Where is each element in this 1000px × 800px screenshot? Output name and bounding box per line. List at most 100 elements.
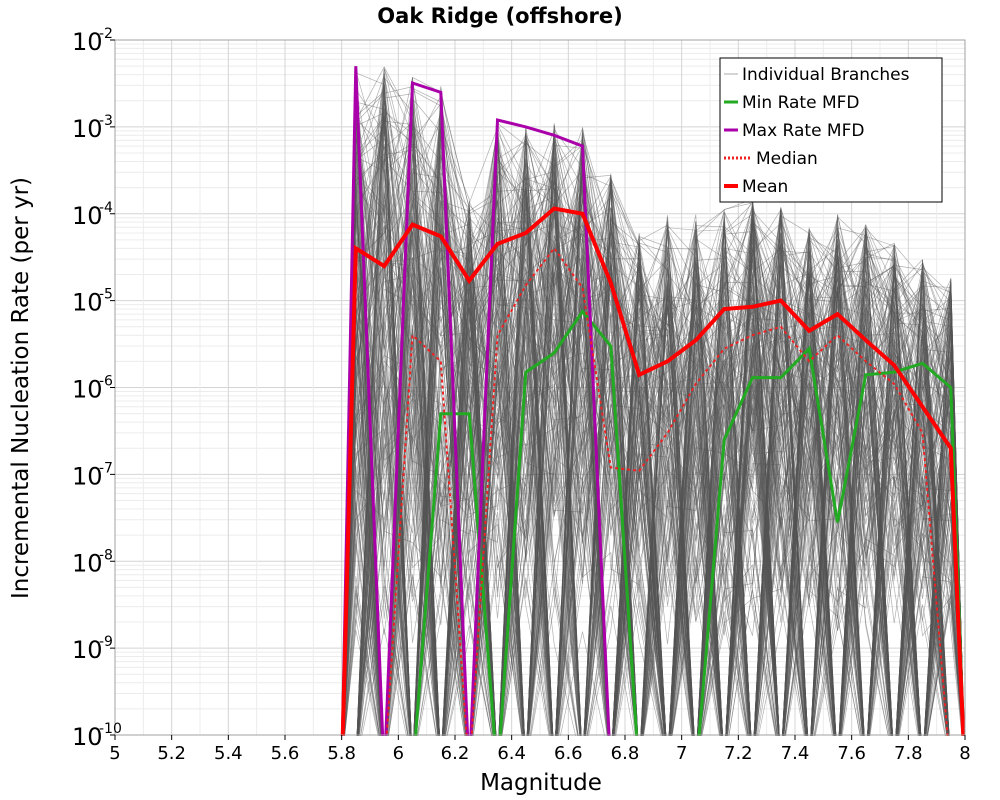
branch-line — [341, 132, 965, 766]
branch-line — [341, 163, 966, 766]
branch-line — [341, 126, 966, 766]
branch-line — [341, 81, 965, 766]
y-tick-exponent: -6 — [99, 374, 113, 390]
branch-line — [341, 241, 966, 766]
branch-line — [341, 109, 965, 766]
x-tick-label: 6.8 — [611, 743, 640, 764]
y-tick-exponent: -8 — [99, 547, 113, 563]
branch-line — [341, 173, 966, 766]
branch-line — [341, 77, 966, 766]
branch-line — [341, 92, 965, 766]
branch-line — [341, 187, 965, 766]
branch-line — [341, 102, 966, 766]
branch-line — [341, 151, 966, 766]
branch-line — [341, 110, 966, 766]
branch-line — [341, 167, 965, 766]
branch-line — [341, 121, 965, 766]
x-tick-label: 7 — [676, 743, 687, 764]
branch-line — [341, 102, 966, 766]
branch-line — [341, 72, 966, 766]
branch-line — [341, 245, 965, 766]
y-tick-label: 10 — [72, 723, 103, 751]
branch-line — [341, 126, 965, 766]
x-axis-ticks: 5 5.2 5.4 5.6 5.8 6 6.2 6.4 6.6 6.8 7 7.2 7.4 7.6 7.8 8 — [109, 735, 971, 764]
branch-line — [341, 103, 965, 766]
branch-line — [341, 81, 965, 766]
branch-line — [341, 87, 966, 766]
series-median — [341, 246, 965, 776]
legend-label: Min Rate MFD — [742, 93, 860, 113]
branch-line — [341, 125, 966, 766]
branch-line — [341, 124, 966, 766]
branch-line — [341, 119, 966, 766]
branch-line — [341, 155, 966, 766]
x-tick-label: 8 — [959, 743, 970, 764]
x-tick-label: 7.4 — [781, 743, 810, 764]
branch-line — [341, 89, 965, 766]
branch-line — [341, 147, 966, 766]
branch-line — [341, 107, 966, 766]
branch-line — [341, 209, 965, 766]
branch-line — [341, 113, 966, 766]
branch-line — [341, 89, 966, 766]
branch-line — [341, 75, 966, 766]
y-tick-exponent: -7 — [99, 460, 113, 476]
branch-line — [341, 116, 966, 766]
branch-line — [341, 94, 966, 766]
branch-line — [341, 121, 966, 766]
branch-line — [341, 207, 966, 766]
branch-line — [341, 138, 966, 766]
legend: Individual Branches Min Rate MFD Max Rate … — [719, 57, 943, 203]
branch-line — [341, 85, 965, 766]
branch-line — [341, 89, 965, 766]
below-axis-mask — [0, 736, 1000, 800]
x-tick-label: 5.8 — [327, 743, 356, 764]
y-tick-label: 10 — [72, 202, 103, 230]
y-axis-ticks: 10-210-310-410-510-610-710-810-910-10 — [72, 26, 122, 751]
branch-line — [341, 93, 966, 766]
branch-line — [341, 101, 966, 766]
branch-line — [341, 122, 966, 766]
x-tick-label: 6 — [393, 743, 404, 764]
x-tick-label: 6.6 — [554, 743, 583, 764]
branch-line — [341, 84, 965, 766]
branch-line — [341, 216, 965, 766]
branch-line — [341, 228, 966, 766]
branch-line — [341, 101, 965, 766]
branch-line — [341, 249, 965, 766]
branch-line — [341, 163, 966, 766]
y-tick-label: 10 — [72, 115, 103, 143]
branch-line — [341, 112, 965, 766]
branch-line — [341, 114, 966, 766]
chart-title: Oak Ridge (offshore) — [377, 4, 622, 28]
branch-line — [341, 212, 965, 766]
x-tick-label: 5.4 — [214, 743, 243, 764]
branch-line — [341, 133, 965, 766]
branch-line — [341, 120, 966, 766]
branch-line — [341, 86, 965, 766]
branch-line — [341, 143, 965, 766]
branch-line — [341, 116, 965, 766]
branch-line — [341, 153, 966, 766]
x-tick-label: 7.2 — [724, 743, 753, 764]
branch-line — [341, 213, 966, 766]
branch-line — [341, 86, 965, 766]
x-tick-label: 6.2 — [441, 743, 470, 764]
branch-line — [341, 99, 965, 766]
branch-line — [341, 73, 966, 766]
branch-line — [341, 215, 966, 766]
branch-line — [341, 129, 965, 766]
branch-line — [341, 154, 966, 766]
branch-line — [341, 72, 966, 766]
branch-line — [341, 207, 966, 766]
branch-line — [341, 119, 965, 766]
branch-line — [341, 124, 966, 766]
branch-line — [341, 223, 966, 766]
branch-line — [341, 221, 966, 766]
branch-line — [341, 89, 966, 766]
x-axis-label: Magnitude — [480, 770, 602, 796]
branch-line — [341, 149, 965, 766]
branch-line — [341, 162, 966, 766]
branch-line — [341, 69, 966, 766]
